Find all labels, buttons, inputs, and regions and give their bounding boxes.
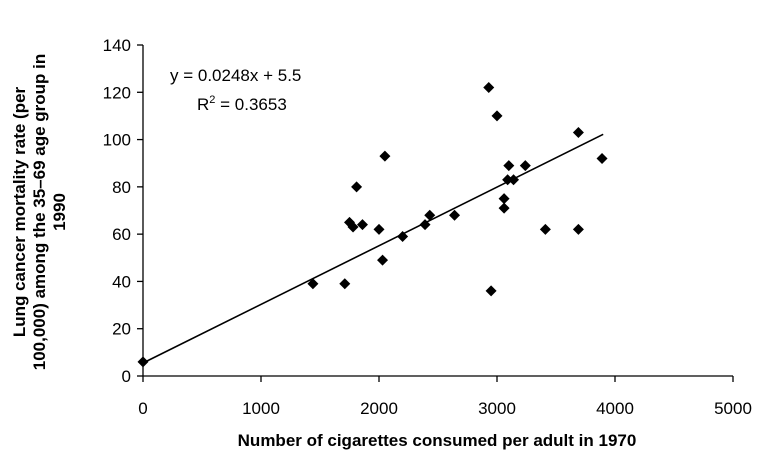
data-point xyxy=(397,231,409,243)
data-point xyxy=(485,285,497,297)
y-tick-label: 100 xyxy=(103,131,131,150)
data-point xyxy=(539,223,551,235)
y-tick-label: 60 xyxy=(112,225,131,244)
data-point xyxy=(379,150,391,162)
y-tick-label: 0 xyxy=(122,367,131,386)
data-point xyxy=(137,356,149,368)
trendline xyxy=(142,133,604,364)
data-point xyxy=(339,278,351,290)
x-tick-label: 1000 xyxy=(242,399,280,418)
data-point xyxy=(347,221,359,233)
y-tick-label: 120 xyxy=(103,83,131,102)
y-axis-title-line-1: Lung cancer mortality rate (per xyxy=(10,86,29,337)
axes xyxy=(137,44,734,382)
data-point xyxy=(491,110,503,122)
y-tick-label: 20 xyxy=(112,320,131,339)
data-point xyxy=(356,219,368,231)
data-point xyxy=(503,160,515,172)
data-point xyxy=(419,219,431,231)
r2-value: = 0.3653 xyxy=(215,95,286,114)
trendline-group xyxy=(142,133,604,364)
data-point xyxy=(373,223,385,235)
data-point xyxy=(572,223,584,235)
y-axis-title-line-2: 100,000) among the 35–69 age group in xyxy=(30,54,49,371)
data-point xyxy=(424,209,436,221)
data-point xyxy=(508,174,520,186)
data-point xyxy=(572,126,584,138)
data-point xyxy=(307,278,319,290)
data-point xyxy=(498,193,510,205)
x-tick-label: 0 xyxy=(138,399,147,418)
r2-prefix: R xyxy=(197,95,209,114)
r2-superscript: 2 xyxy=(209,94,215,106)
data-points xyxy=(137,82,608,368)
y-axis-title: Lung cancer mortality rate (per 100,000)… xyxy=(10,54,69,371)
tick-labels: 0 20 40 60 80 100 120 140 0 1000 2000 3000 4000 5000 xyxy=(103,36,752,418)
data-point xyxy=(519,160,531,172)
data-point xyxy=(502,174,514,186)
x-axis-title: Number of cigarettes consumed per adult … xyxy=(238,431,637,450)
data-point xyxy=(377,254,389,266)
y-tick-label: 40 xyxy=(112,272,131,291)
data-point xyxy=(483,82,495,94)
x-tick-label: 2000 xyxy=(360,399,398,418)
r-squared-label: R2 = 0.3653 xyxy=(197,94,287,114)
data-point xyxy=(498,202,510,214)
x-tick-label: 3000 xyxy=(478,399,516,418)
x-tick-label: 4000 xyxy=(596,399,634,418)
y-tick-label: 80 xyxy=(112,178,131,197)
trendline-equation: y = 0.0248x + 5.5 xyxy=(170,66,301,85)
data-point xyxy=(596,152,608,164)
y-axis-title-line-3: 1990 xyxy=(50,193,69,231)
data-point xyxy=(449,209,461,221)
data-point xyxy=(351,181,363,193)
y-tick-label: 140 xyxy=(103,36,131,55)
x-tick-label: 5000 xyxy=(714,399,752,418)
